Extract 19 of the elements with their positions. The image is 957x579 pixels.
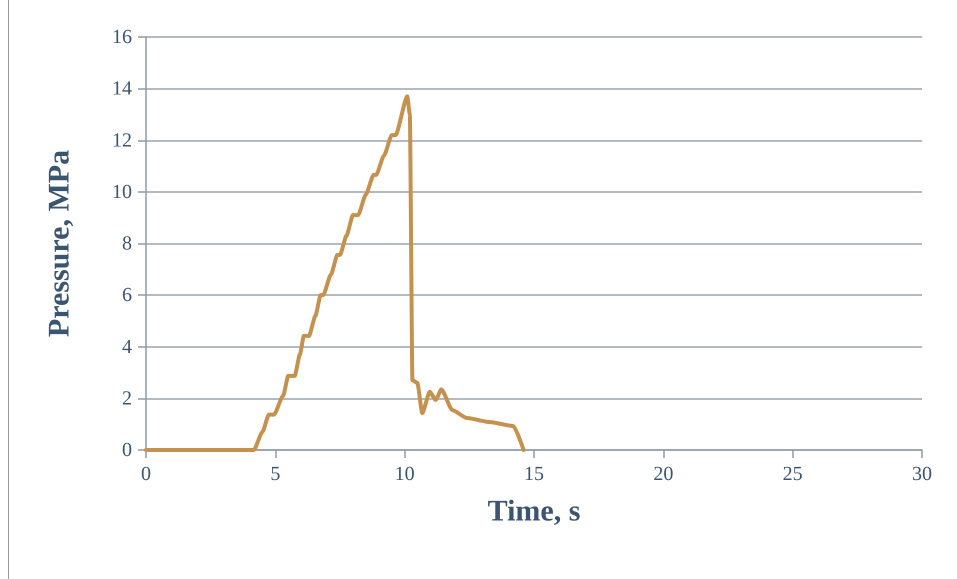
x-tick-label: 25 xyxy=(782,463,803,485)
line-series xyxy=(144,94,526,452)
y-tick-label: 2 xyxy=(122,387,132,410)
y-tick-label: 6 xyxy=(122,284,132,306)
x-tick-label: 5 xyxy=(270,463,280,485)
x-tick-label: 0 xyxy=(141,463,151,485)
y-tick-label: 12 xyxy=(112,129,132,152)
y-axis-title: Pressure, MPa xyxy=(42,150,76,338)
y-tick-label: 0 xyxy=(122,439,132,461)
x-tick-label: 30 xyxy=(912,463,932,485)
y-tick-label: 16 xyxy=(112,26,132,48)
x-axis-title: Time, s xyxy=(488,494,580,528)
x-tick-label: 10 xyxy=(394,463,415,485)
x-tick-label: 15 xyxy=(524,463,544,485)
x-tick-label: 20 xyxy=(653,463,674,485)
y-tick-label: 10 xyxy=(112,180,132,203)
y-tick-label: 8 xyxy=(122,232,132,254)
y-tick-label: 14 xyxy=(112,78,132,100)
y-tick-label: 4 xyxy=(122,336,132,358)
